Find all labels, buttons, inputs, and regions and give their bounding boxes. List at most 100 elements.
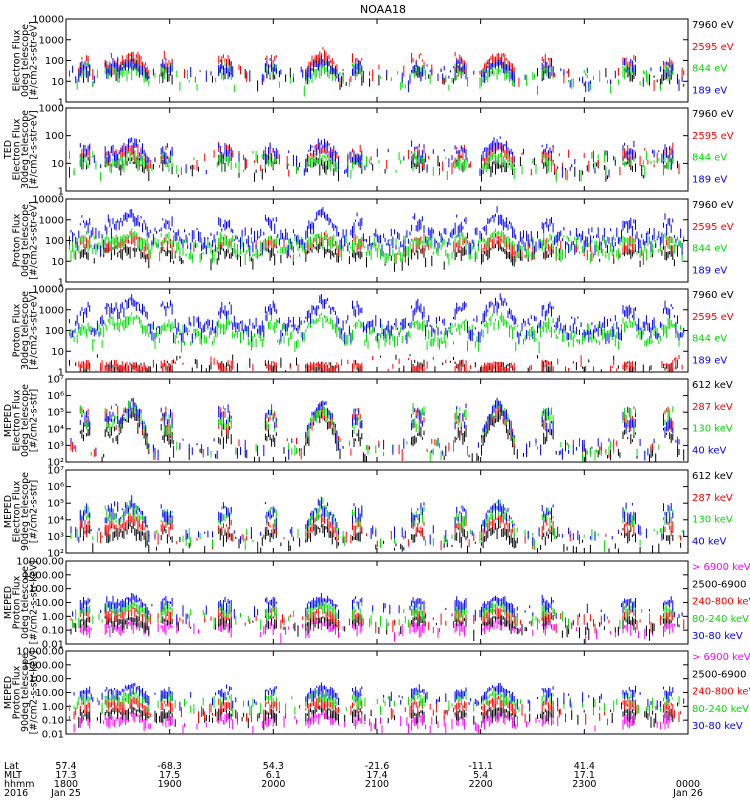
axis-row-value: 5.4	[473, 770, 488, 781]
y-axis-label: 0deg telescope	[20, 384, 31, 457]
y-tick-label: 0.10	[42, 716, 64, 727]
y-tick-label: 0.01	[42, 640, 64, 651]
y-axis-label: [#/cm2-s-str-eV]	[29, 291, 40, 370]
series-blue	[70, 495, 685, 546]
y-axis-label: Electron Flux	[12, 29, 23, 91]
panel-frame	[65, 378, 689, 463]
y-tick-label: 0.10	[42, 626, 64, 637]
series-green	[69, 311, 685, 353]
legend-entry: 30-80 keV	[692, 631, 743, 642]
legend-entry: 844 eV	[692, 244, 727, 255]
y-axis-label: [#/cm2-s-str-eV]	[29, 110, 40, 189]
series-blue	[70, 397, 680, 461]
figure-title: NOAA18	[360, 3, 406, 16]
series-black	[78, 704, 674, 731]
y-tick-label: 100	[45, 56, 64, 67]
y-axis-label: [#/cm2-s-str-keV]	[29, 561, 40, 645]
y-axis-label: [#/cm2-s-str-eV]	[29, 21, 40, 100]
legend-entry: 612 keV	[692, 380, 733, 391]
axis-row-value: 0000	[676, 779, 700, 790]
y-axis-label: Electron Flux	[12, 389, 23, 451]
panel-meped-p-90: 0.01 0.10 1.00 10.00 100.00 1000.00 10000.00 ME…	[3, 647, 750, 741]
legend-entry: 40 keV	[692, 446, 726, 457]
legend-entry: > 6900 keV	[692, 652, 750, 663]
y-axis-label: Proton Flux	[12, 303, 23, 357]
legend-entry: 189 eV	[692, 356, 727, 367]
y-axis-label: Electron Flux	[12, 480, 23, 542]
axis-row-value: 41.4	[574, 761, 595, 772]
axis-row-value: 17.5	[159, 770, 180, 781]
legend-entry: 7960 eV	[692, 200, 734, 211]
legend-entry: 240-800 keV	[692, 597, 750, 608]
y-tick-label: 10⁵	[47, 408, 64, 419]
y-axis-label: [#/cm2-s-str-eV]	[29, 201, 40, 280]
y-tick-label: 1	[58, 278, 64, 289]
axis-row-value: -11.1	[468, 761, 493, 772]
legend-entry: 287 keV	[692, 493, 733, 504]
y-tick-label: 100	[45, 131, 64, 142]
legend-entry: 844 eV	[692, 64, 727, 75]
y-tick-label: 10²	[47, 458, 64, 469]
legend-entry: > 6900 keV	[692, 562, 750, 573]
y-tick-label: 10000	[32, 15, 64, 26]
legend-entry: 80-240 keV	[692, 614, 749, 625]
axis-row-value: 2000	[261, 779, 285, 790]
y-axis-label: TED	[3, 140, 14, 160]
y-tick-label: 1.00	[42, 612, 64, 623]
y-axis-label: 0deg telescope	[20, 566, 31, 639]
y-axis-label: MEPED	[3, 404, 14, 437]
legend-entry: 7960 eV	[692, 20, 734, 31]
axis-row-label: hhmm	[4, 779, 35, 790]
y-tick-label: 1000.00	[23, 570, 64, 581]
y-tick-label: 0.01	[42, 730, 64, 741]
series-red	[70, 400, 678, 461]
series-red	[78, 354, 683, 372]
y-axis-label: 0deg telescope	[20, 204, 31, 277]
y-tick-label: 10	[51, 159, 64, 170]
series-blue	[72, 56, 683, 93]
y-tick-label: 1000	[39, 35, 64, 46]
y-axis-label: 30deg telescope	[20, 110, 31, 189]
y-axis-label: [#/cm2-s-str-keV]	[29, 651, 40, 735]
series-black	[78, 53, 685, 92]
y-tick-label: 10³	[47, 441, 64, 452]
axis-row-value: Jan 26	[672, 788, 703, 799]
y-axis-label: Electron Flux	[12, 118, 23, 180]
legend-entry: 7960 eV	[692, 290, 734, 301]
series-blue	[73, 682, 685, 712]
legend-entry: 240-800 keV	[692, 687, 750, 698]
axis-row-value: 2100	[365, 779, 389, 790]
legend-entry: 2500-6900	[692, 579, 747, 590]
legend-entry: 844 eV	[692, 334, 727, 345]
axis-row-value: 2300	[572, 779, 596, 790]
axis-row-value: 17.3	[55, 770, 76, 781]
legend-entry: 2595 eV	[692, 222, 734, 233]
y-tick-label: 10.00	[35, 688, 64, 699]
y-axis-label: Proton Flux	[12, 213, 23, 267]
y-tick-label: 10⁶	[47, 391, 64, 402]
y-axis-label: Proton Flux	[12, 665, 23, 719]
axis-row-value: 1800	[54, 779, 78, 790]
axis-row-label: Lat	[4, 761, 19, 772]
y-tick-label: 10³	[47, 532, 64, 543]
y-tick-label: 1000	[39, 104, 64, 115]
y-tick-label: 100.00	[29, 584, 64, 595]
legend-entry: 612 keV	[692, 471, 733, 482]
y-axis-label: MEPED	[3, 495, 14, 528]
y-axis-label: 0deg telescope	[20, 24, 31, 97]
y-tick-label: 10⁵	[47, 499, 64, 510]
series-blue	[72, 592, 683, 625]
y-tick-label: 10⁴	[47, 424, 64, 435]
legend-entry: 80-240 keV	[692, 704, 749, 715]
y-tick-label: 10⁷	[47, 466, 64, 477]
y-tick-label: 1.00	[42, 702, 64, 713]
axis-row-label: MLT	[4, 770, 22, 781]
legend-entry: 2595 eV	[692, 42, 734, 53]
legend-entry: 844 eV	[692, 153, 727, 164]
